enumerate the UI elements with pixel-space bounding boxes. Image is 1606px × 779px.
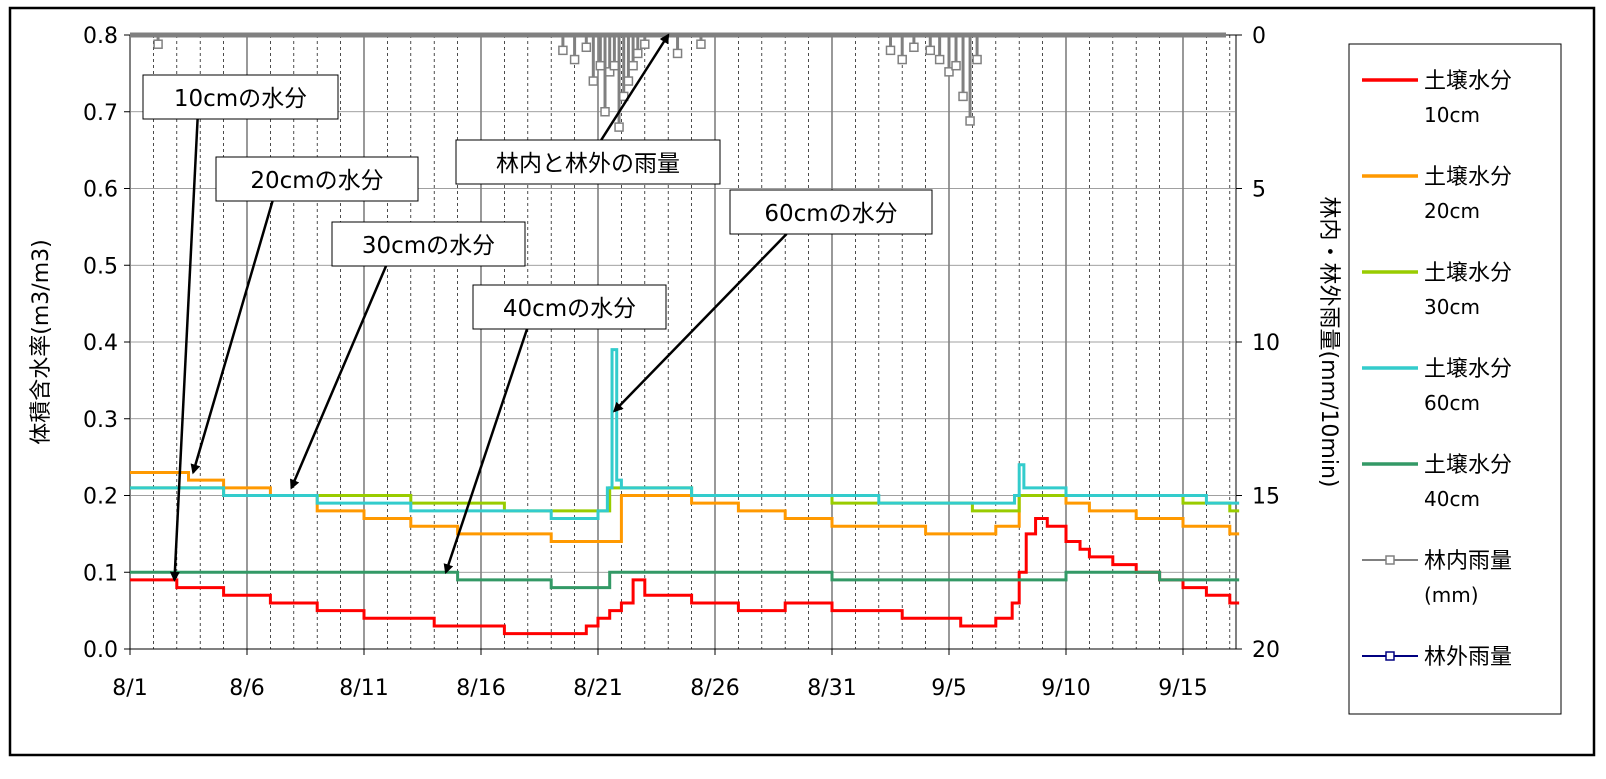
annotation-arrow xyxy=(612,233,788,413)
annotation-box xyxy=(215,156,419,202)
grid xyxy=(130,35,1236,649)
annotation-label: 10cmの水分 xyxy=(174,86,307,112)
legend-label: 林内雨量 xyxy=(1424,549,1512,574)
rain-point xyxy=(972,54,982,65)
rain-point xyxy=(925,45,936,56)
legend-label: 土壌水分 xyxy=(1424,165,1512,190)
legend-sublabel: 40cm xyxy=(1424,487,1480,511)
y-left-tick-label: 0.0 xyxy=(83,638,118,663)
y-right-tick-label: 0 xyxy=(1252,24,1266,49)
rain-point xyxy=(623,76,634,86)
rain-point xyxy=(600,107,610,117)
legend-label: 土壌水分 xyxy=(1424,69,1512,94)
rain-point xyxy=(558,45,568,56)
legend-label: 林外雨量 xyxy=(1424,645,1512,670)
annotation-arrow xyxy=(289,265,388,490)
x-tick-label: 9/10 xyxy=(1041,676,1090,701)
rain-point xyxy=(569,54,580,65)
x-tick-label: 8/31 xyxy=(807,676,856,701)
series-line xyxy=(130,517,1240,636)
legend-marker xyxy=(1385,651,1395,661)
annotation-label: 林内と林外の雨量 xyxy=(496,151,680,177)
legend-sublabel: 20cm xyxy=(1424,199,1480,223)
annotation-box xyxy=(142,74,339,120)
rain-point xyxy=(153,39,163,49)
annotation-arrow xyxy=(190,200,274,475)
rain-point xyxy=(696,39,706,49)
annotation-arrow xyxy=(600,33,670,141)
rain-point xyxy=(934,54,945,65)
y-left-tick-label: 0.4 xyxy=(83,331,118,356)
y-right-tick-label: 20 xyxy=(1252,638,1280,663)
legend-sublabel: 10cm xyxy=(1424,103,1480,127)
rain-point xyxy=(958,91,968,102)
rain-point xyxy=(672,48,683,59)
legend-box xyxy=(1348,43,1562,715)
y-right-tick-label: 5 xyxy=(1252,178,1266,203)
legend-sublabel: 30cm xyxy=(1424,295,1480,319)
x-tick-label: 9/15 xyxy=(1158,676,1207,701)
legend-label: 土壌水分 xyxy=(1424,261,1512,286)
rain-point xyxy=(944,67,954,77)
y-right-tick-label: 15 xyxy=(1252,485,1280,510)
y-left-tick-label: 0.2 xyxy=(83,485,118,510)
legend-label: 土壌水分 xyxy=(1424,453,1512,478)
series-line xyxy=(130,470,1240,544)
annotation-arrow xyxy=(169,118,199,582)
x-tick-label: 8/6 xyxy=(229,676,264,701)
y-right-tick-label: 10 xyxy=(1252,331,1280,356)
rain-point xyxy=(588,76,599,86)
x-tick-label: 8/26 xyxy=(690,676,739,701)
y-left-tick-label: 0.1 xyxy=(83,561,118,586)
axes: 0.0 0.1 0.2 0.3 0.4 0.5 0.6 0.7 0.8 0 5 10 15 20 8/1 8/… xyxy=(83,24,1280,701)
annotations: 10cmの水分 20cmの水分 30cmの水分 40cmの水分 林内と林外の雨量 60cm… xyxy=(142,33,933,582)
rain-point xyxy=(909,42,919,53)
annotation-box xyxy=(729,189,933,235)
rain-point xyxy=(628,60,638,71)
rain-point xyxy=(951,60,961,71)
y-left-tick-label: 0.5 xyxy=(83,254,118,279)
rain-point xyxy=(965,116,975,126)
annotation-label: 40cmの水分 xyxy=(503,296,636,322)
rain-point xyxy=(581,42,592,53)
annotation-box xyxy=(455,139,721,185)
rain-point xyxy=(595,60,606,71)
y-left-tick-label: 0.3 xyxy=(83,408,118,433)
y-left-axis-label: 体積含水率(m3/m3) xyxy=(29,239,54,444)
legend-sublabel: (mm) xyxy=(1424,583,1479,607)
rain-point xyxy=(614,122,624,132)
rain-point xyxy=(897,54,907,65)
x-tick-label: 8/16 xyxy=(456,676,505,701)
y-right-axis-label: 林内・林外雨量(mm/10min) xyxy=(1316,197,1341,488)
rain-point xyxy=(609,60,620,71)
annotation-label: 20cmの水分 xyxy=(250,168,383,194)
y-left-tick-label: 0.7 xyxy=(83,101,118,126)
legend-label: 土壌水分 xyxy=(1424,357,1512,382)
series-line xyxy=(130,570,1240,590)
rain-point xyxy=(633,48,643,59)
x-tick-label: 8/11 xyxy=(339,676,388,701)
annotation-box xyxy=(331,221,526,267)
x-tick-label: 8/1 xyxy=(112,676,147,701)
x-tick-label: 9/5 xyxy=(931,676,966,701)
y-left-tick-label: 0.8 xyxy=(83,24,118,49)
series-line xyxy=(130,348,1240,521)
annotation-label: 60cmの水分 xyxy=(764,201,897,227)
legend-marker xyxy=(1385,555,1395,565)
annotation-label: 30cmの水分 xyxy=(362,233,495,259)
rain-point xyxy=(640,39,650,49)
annotation-box xyxy=(472,284,667,330)
rain-point xyxy=(885,45,896,56)
series-group xyxy=(130,32,1240,636)
y-left-tick-label: 0.6 xyxy=(83,178,118,203)
annotation-arrow xyxy=(443,328,529,575)
legend-sublabel: 60cm xyxy=(1424,391,1480,415)
x-tick-label: 8/21 xyxy=(573,676,622,701)
legend: 土壌水分 10cm 土壌水分 20cm 土壌水分 30cm 土壌水分 60cm 土壌水分 40cm… xyxy=(1362,69,1512,670)
